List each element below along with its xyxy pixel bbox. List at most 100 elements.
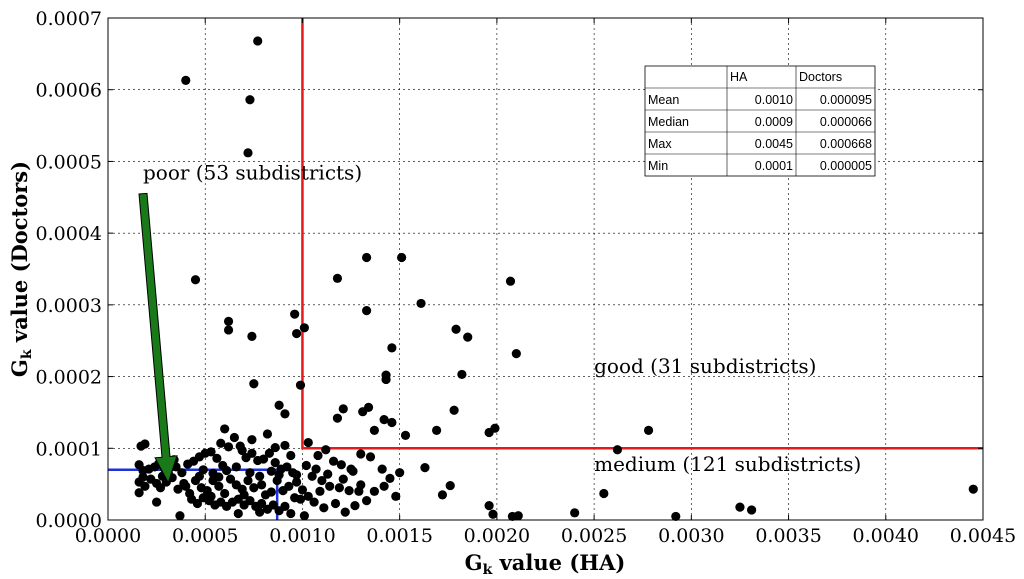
- data-point: [270, 442, 280, 453]
- data-point: [270, 458, 280, 468]
- data-point: [152, 497, 162, 507]
- region-boundary-good: [301, 18, 983, 450]
- data-point: [284, 481, 294, 491]
- data-point: [488, 509, 498, 519]
- data-point: [363, 402, 374, 413]
- data-point: [612, 445, 623, 455]
- data-point: [253, 36, 263, 46]
- data-point: [206, 491, 216, 501]
- data-point: [266, 487, 276, 497]
- table-cell: Median: [648, 115, 689, 129]
- data-point: [155, 483, 166, 493]
- table-cell: 0.000095: [820, 93, 872, 107]
- data-point: [212, 453, 222, 463]
- data-point: [245, 468, 255, 478]
- data-point: [194, 471, 204, 481]
- data-point: [237, 445, 247, 456]
- y-tick-label: 0.0003: [36, 295, 102, 317]
- arrow-group: [138, 192, 178, 484]
- data-point: [286, 508, 296, 519]
- data-point: [177, 468, 187, 478]
- table-cell: 0.000668: [820, 137, 872, 151]
- data-point: [303, 491, 313, 501]
- data-point: [295, 494, 306, 504]
- data-point: [138, 472, 148, 482]
- data-point: [332, 413, 343, 423]
- data-point: [671, 511, 681, 522]
- annotation-label: medium (121 subdistricts): [594, 452, 861, 476]
- data-point: [321, 445, 331, 455]
- x-tick-label: 0.0025: [561, 525, 627, 547]
- data-point: [286, 450, 296, 461]
- data-point: [140, 439, 150, 449]
- data-point: [369, 486, 379, 496]
- data-point: [175, 511, 185, 521]
- data-point: [307, 471, 317, 481]
- data-point: [249, 483, 259, 493]
- data-point: [280, 501, 290, 511]
- y-tick-label: 0.0004: [36, 223, 102, 245]
- data-point: [369, 425, 379, 435]
- data-point: [239, 490, 249, 500]
- y-tick-label: 0.0001: [36, 438, 102, 460]
- table-header-cell: HA: [730, 70, 748, 84]
- table-background: [644, 65, 876, 177]
- data-point: [511, 349, 521, 359]
- data-point: [332, 273, 343, 283]
- data-point: [334, 483, 344, 493]
- table-cell: 0.0009: [755, 115, 793, 129]
- data-point: [192, 498, 203, 509]
- data-point: [449, 405, 459, 415]
- data-point: [268, 500, 278, 510]
- data-point: [249, 379, 259, 389]
- data-point: [222, 465, 232, 476]
- data-point: [262, 429, 273, 439]
- data-point: [299, 323, 309, 333]
- data-point: [214, 481, 224, 491]
- table-cell: 0.000005: [820, 159, 872, 173]
- data-point: [309, 497, 319, 507]
- x-tick-label: 0.0005: [172, 525, 238, 547]
- data-point: [387, 343, 397, 353]
- data-point: [223, 442, 234, 452]
- data-point: [280, 409, 290, 419]
- x-tick-label: 0.0030: [658, 525, 724, 547]
- data-point: [570, 508, 580, 518]
- data-point: [385, 473, 395, 484]
- data-point: [377, 464, 387, 474]
- data-point: [292, 470, 302, 480]
- data-point: [356, 449, 366, 459]
- data-point: [484, 501, 494, 511]
- data-point: [274, 400, 284, 410]
- data-point: [735, 502, 745, 512]
- data-point: [395, 468, 405, 478]
- table-header-cell: Doctors: [799, 70, 842, 84]
- data-point: [295, 380, 306, 390]
- x-ticks: 0.0000 0.0005 0.0010 0.0015 0.0020 0.0025 0.00…: [75, 18, 1016, 547]
- data-point: [505, 276, 516, 286]
- data-point: [362, 252, 372, 263]
- data-point: [340, 507, 350, 517]
- data-point: [315, 486, 325, 496]
- data-point: [299, 511, 309, 521]
- data-point: [350, 501, 360, 511]
- data-point: [274, 470, 284, 480]
- data-point: [245, 95, 255, 105]
- data-point: [301, 460, 311, 471]
- data-point: [216, 438, 226, 448]
- data-point: [303, 437, 313, 448]
- table-cell: Mean: [648, 93, 679, 107]
- data-point: [255, 471, 265, 481]
- y-tick-label: 0.0005: [36, 151, 102, 173]
- data-point: [220, 488, 230, 499]
- y-tick-label: 0.0000: [36, 510, 102, 532]
- data-point: [445, 480, 455, 491]
- table-cell: 0.0010: [755, 93, 793, 107]
- data-point: [280, 440, 290, 451]
- data-point: [258, 454, 269, 464]
- data-point: [379, 481, 389, 491]
- data-points: [134, 36, 978, 522]
- data-point: [362, 496, 372, 506]
- data-point: [328, 456, 339, 466]
- x-tick-label: 0.0020: [464, 525, 530, 547]
